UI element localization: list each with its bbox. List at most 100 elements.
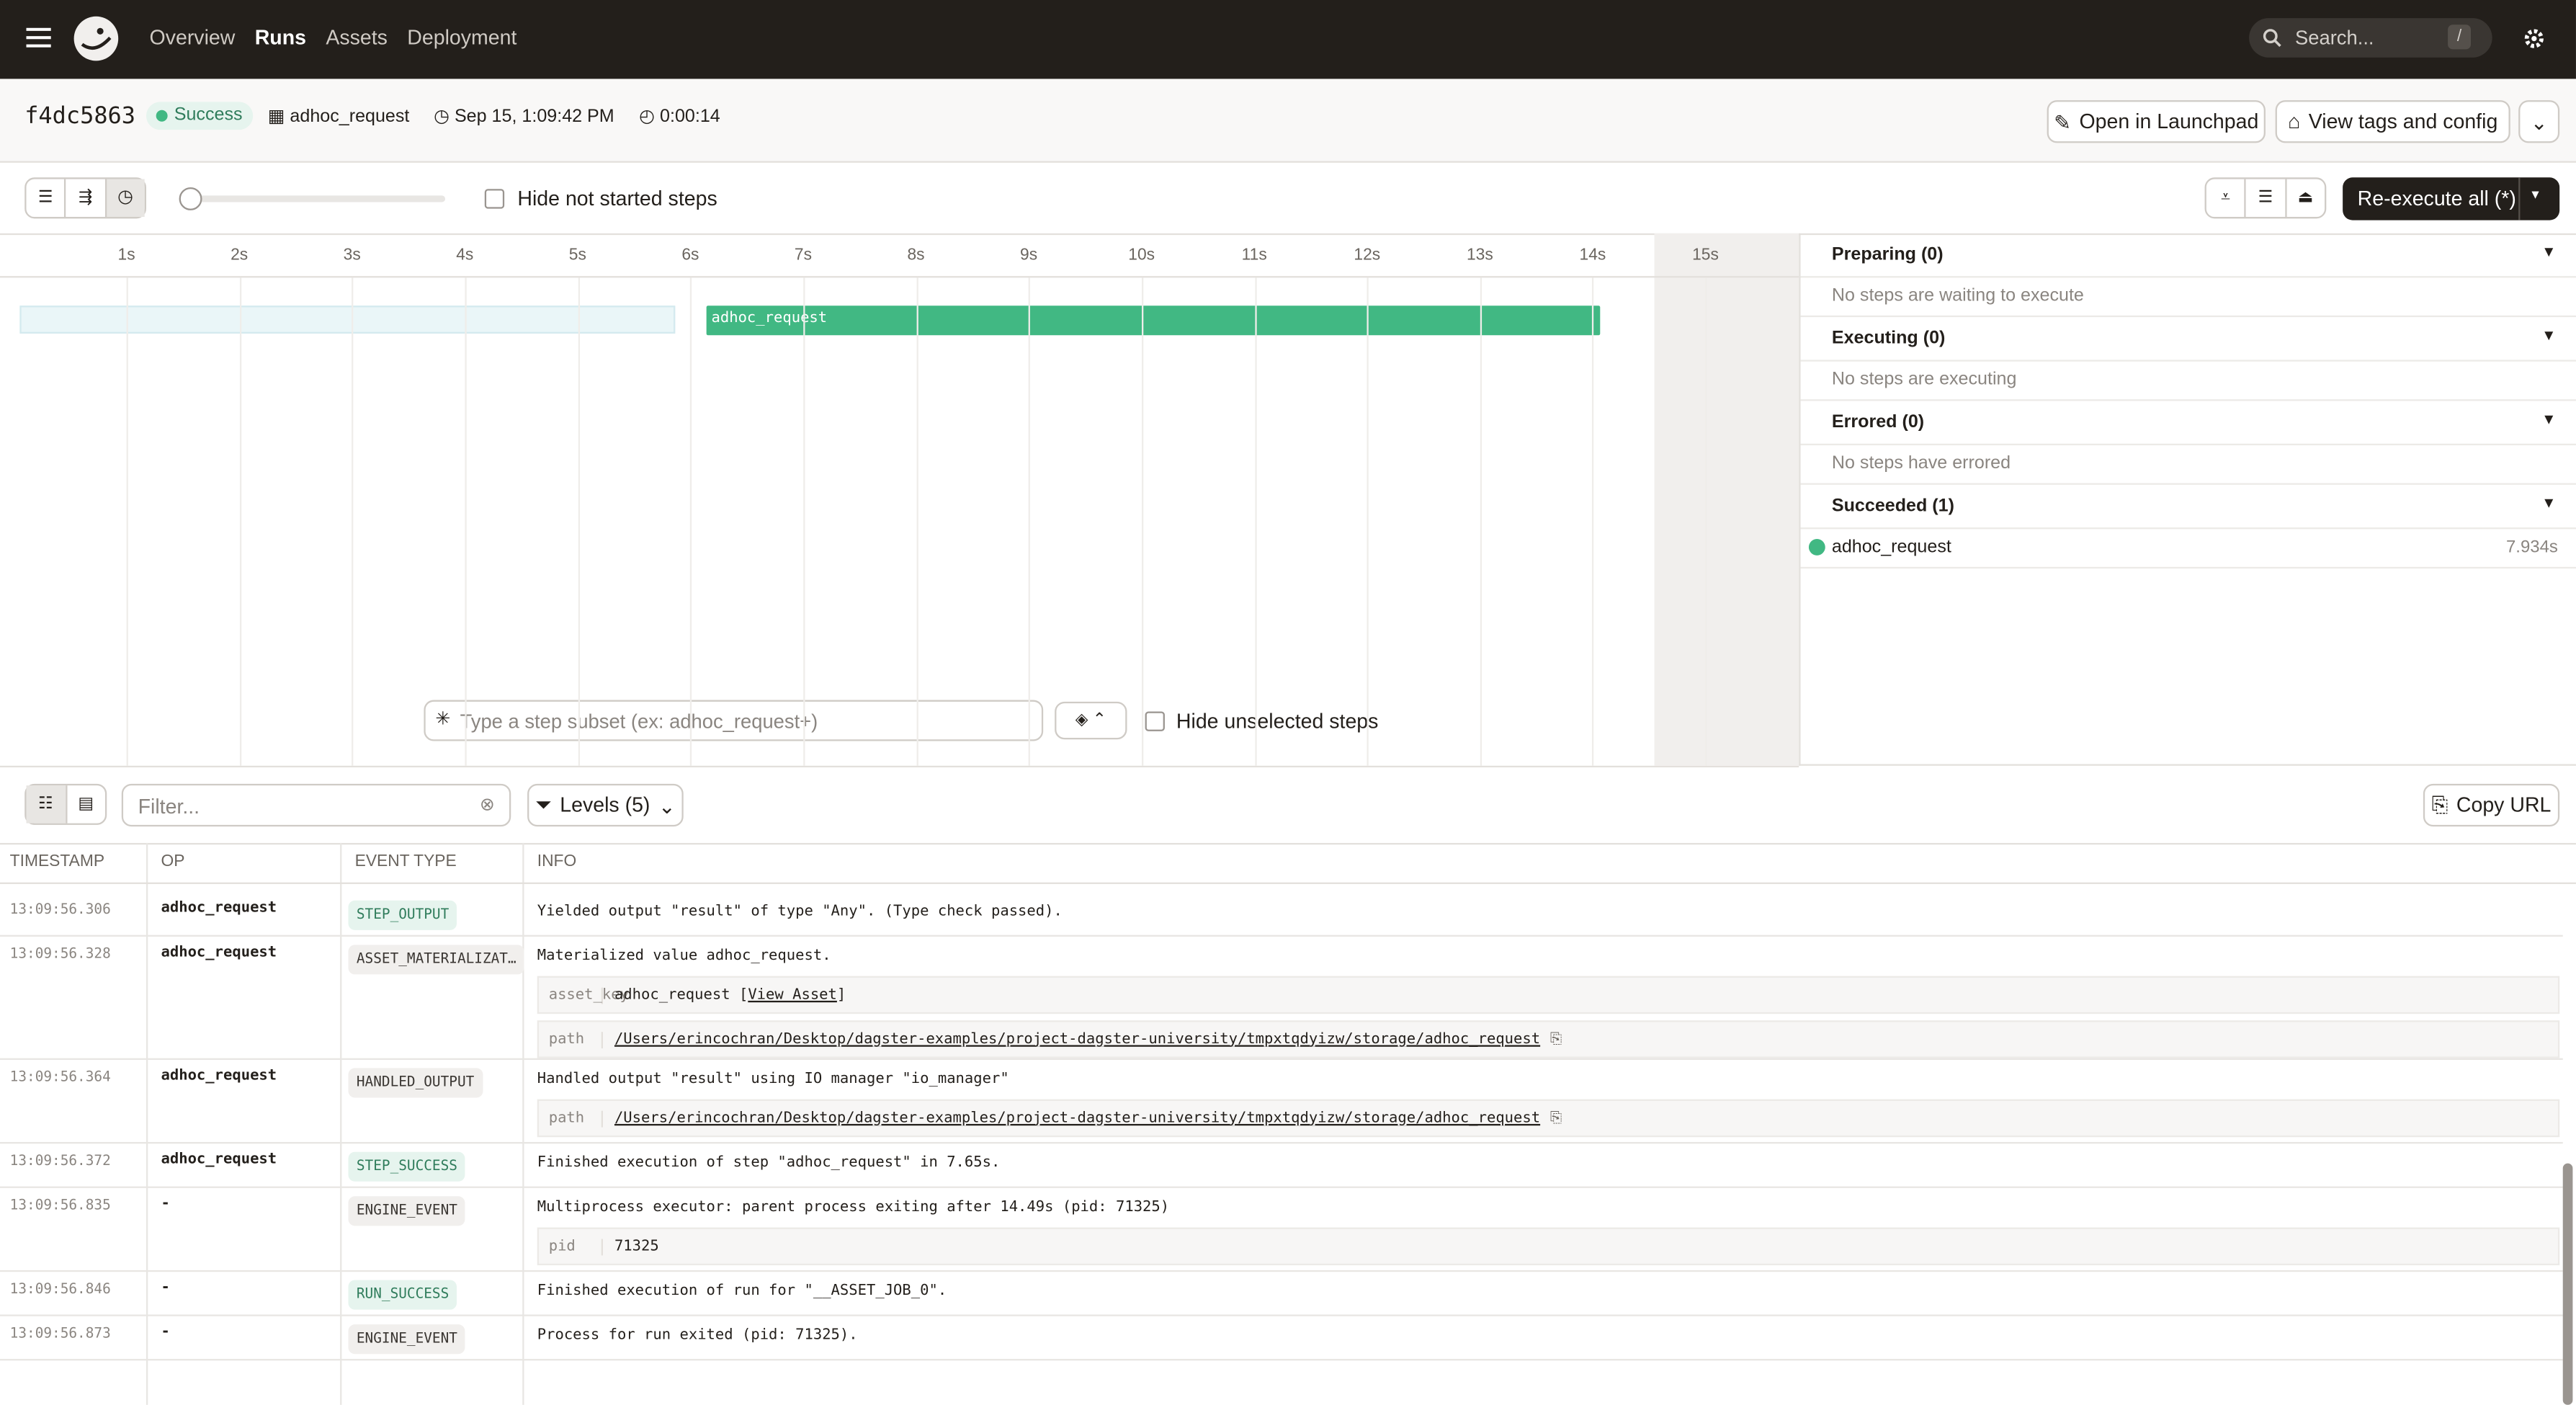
detail-value: /Users/erincochran/Desktop/dagster-examp…	[603, 1110, 1562, 1127]
list-button[interactable]: ☰	[2245, 179, 2284, 218]
view-time[interactable]: ◷	[104, 179, 145, 218]
timeline-future	[1654, 233, 1799, 766]
section-header[interactable]: Preparing (0) ▼	[1800, 233, 2576, 278]
step-bar[interactable]: adhoc_request	[706, 305, 1601, 336]
nav-item[interactable]: Runs	[254, 26, 306, 50]
log-table: TIMESTAMP OP EVENT TYPE INFO 13:09:56.306 ad…	[0, 842, 2576, 1405]
log-row: 13:09:56.372 adhoc_request STEP_SUCCESS Fin…	[0, 1143, 2563, 1188]
hide-unselected-label: Hide unselected steps	[1176, 710, 1379, 733]
section-chevron: ▼	[2541, 326, 2557, 344]
duration: ◴ 0:00:14	[639, 107, 720, 127]
log-info: Materialized value adhoc_request. asset_k…	[537, 947, 2560, 1058]
menu-icon[interactable]	[26, 26, 52, 49]
section-chevron: ▼	[2541, 411, 2557, 427]
levels-text: Levels (5)	[560, 793, 650, 817]
section-title: Errored (0)	[1831, 412, 1925, 432]
expand-button[interactable]: ⩡	[2221, 189, 2230, 208]
job-name[interactable]: ▦ adhoc_request	[267, 107, 410, 127]
step-waiting-bar	[19, 305, 676, 334]
hide-not-started-checkbox[interactable]	[484, 189, 505, 209]
duration-text: 0:00:14	[660, 107, 720, 127]
open-launchpad-button[interactable]: ✎ Open in Launchpad	[2047, 100, 2266, 143]
timeline-tick-label: 6s	[681, 246, 699, 265]
log-event-type: ASSET_MATERIALIZAT…	[348, 945, 525, 975]
copy-url-text: Copy URL	[2456, 793, 2552, 817]
column-header: TIMESTAMP	[9, 852, 105, 871]
copy-icon[interactable]: ⎘	[1549, 1031, 1562, 1048]
log-message: Materialized value adhoc_request.	[537, 947, 831, 965]
run-header: f4dc5863 Success ▦ adhoc_request ◷ Sep 1…	[0, 79, 2576, 163]
timeline-tick-label: 4s	[456, 246, 474, 265]
timeline-grid-line	[1705, 277, 1707, 766]
copy-url-button[interactable]: ⎘ Copy URL	[2423, 783, 2560, 827]
log-row: 13:09:56.328 adhoc_request ASSET_MATERIALI…	[0, 937, 2563, 1060]
detail-link[interactable]: /Users/erincochran/Desktop/dagster-examp…	[614, 1031, 1541, 1048]
nav-item[interactable]: Assets	[326, 26, 388, 50]
zoom-slider[interactable]	[179, 187, 446, 210]
log-message: Handled output "result" using IO manager…	[537, 1071, 1009, 1088]
step-bar-label: adhoc_request	[711, 311, 828, 327]
detail-key: pid	[539, 1238, 603, 1255]
status-text: Success	[174, 104, 243, 125]
timeline-grid-line	[239, 277, 241, 766]
timeline-tick-label: 9s	[1020, 246, 1038, 265]
detail-suffix: ]	[836, 986, 846, 1004]
reexecute-menu[interactable]: ▾	[2531, 185, 2539, 202]
timeline-tick-label: 2s	[231, 246, 249, 265]
search[interactable]: Search... /	[2249, 18, 2492, 58]
timeline-tick-label: 3s	[343, 246, 361, 265]
start-time: ◷ Sep 15, 1:09:42 PM	[434, 107, 614, 127]
nav-item[interactable]: Overview	[149, 26, 236, 50]
log-view-list[interactable]: ☷	[26, 785, 66, 824]
detail-link[interactable]: /Users/erincochran/Desktop/dagster-examp…	[614, 1110, 1541, 1127]
log-event-type: HANDLED_OUTPUT	[348, 1068, 483, 1098]
top-nav: Overview Runs Assets Deployment Search... /	[0, 0, 2576, 79]
log-filter[interactable]: Filter... ⊗	[121, 783, 511, 827]
section-header[interactable]: Succeeded (1) ▼	[1800, 485, 2576, 530]
section-body: No steps are waiting to execute	[1800, 276, 2576, 318]
detail-value: 71325	[603, 1238, 659, 1254]
detail-text: 71325	[614, 1238, 659, 1255]
section-header[interactable]: Errored (0) ▼	[1800, 401, 2576, 446]
timeline-tick-label: 7s	[794, 246, 813, 265]
log-op: adhoc_request	[161, 900, 277, 917]
view-tags-text: View tags and config	[2308, 110, 2498, 133]
more-button[interactable]: ⌄	[2518, 100, 2560, 143]
detail-value: adhoc_request [View Asset]	[603, 987, 846, 1004]
log-view-raw[interactable]: ▤	[65, 785, 105, 824]
logo[interactable]	[72, 15, 120, 63]
log-timestamp: 13:09:56.873	[9, 1326, 111, 1343]
search-icon	[2263, 29, 2281, 48]
log-timestamp: 13:09:56.372	[9, 1153, 111, 1170]
view-tags-button[interactable]: ⌂ View tags and config	[2275, 100, 2510, 143]
settings-icon[interactable]	[2523, 28, 2545, 50]
log-info: Finished execution of step "adhoc_reques…	[537, 1155, 2559, 1177]
collapse-button[interactable]: ⏏	[2284, 179, 2325, 218]
timeline-tick-label: 10s	[1128, 246, 1155, 265]
scrollbar[interactable]	[2562, 1163, 2573, 1405]
section-header[interactable]: Executing (0) ▼	[1800, 317, 2576, 362]
view-flat[interactable]: ☰	[37, 189, 53, 208]
levels-button[interactable]: ⏷ Levels (5) ⌄	[527, 783, 684, 827]
reexecute-button[interactable]: Re-execute all (*) ▾	[2343, 177, 2560, 220]
log-rows: 13:09:56.306 adhoc_request STEP_OUTPUT Yiel…	[0, 892, 2563, 1361]
timeline-grid-line	[577, 277, 580, 766]
clear-filter[interactable]: ⊗	[479, 795, 495, 816]
subset-options[interactable]: ◈ ⌃	[1055, 701, 1127, 740]
hide-unselected-checkbox[interactable]	[1145, 711, 1165, 731]
section-title: Executing (0)	[1831, 329, 1946, 349]
copy-icon[interactable]: ⎘	[1549, 1110, 1562, 1127]
log-op: adhoc_request	[161, 1151, 277, 1169]
view-waterfall[interactable]: ⇶	[64, 179, 104, 218]
log-row: 13:09:56.835 - ENGINE_EVENT Multiprocess ex…	[0, 1188, 2563, 1272]
subset-input[interactable]: ✳ Type a step subset (ex: adhoc_request+…	[424, 700, 1044, 741]
timeline-tick-label: 13s	[1466, 246, 1493, 265]
log-detail: path/Users/erincochran/Desktop/dagster-e…	[537, 1020, 2560, 1058]
open-launchpad-text: Open in Launchpad	[2079, 110, 2259, 133]
log-message: Finished execution of run for "__ASSET_J…	[537, 1283, 947, 1300]
nav-item[interactable]: Deployment	[407, 26, 517, 50]
step-name[interactable]: adhoc_request	[1831, 537, 1951, 558]
detail-link[interactable]: View Asset	[748, 986, 837, 1004]
reexecute-text: Re-execute all (*)	[2357, 187, 2516, 210]
